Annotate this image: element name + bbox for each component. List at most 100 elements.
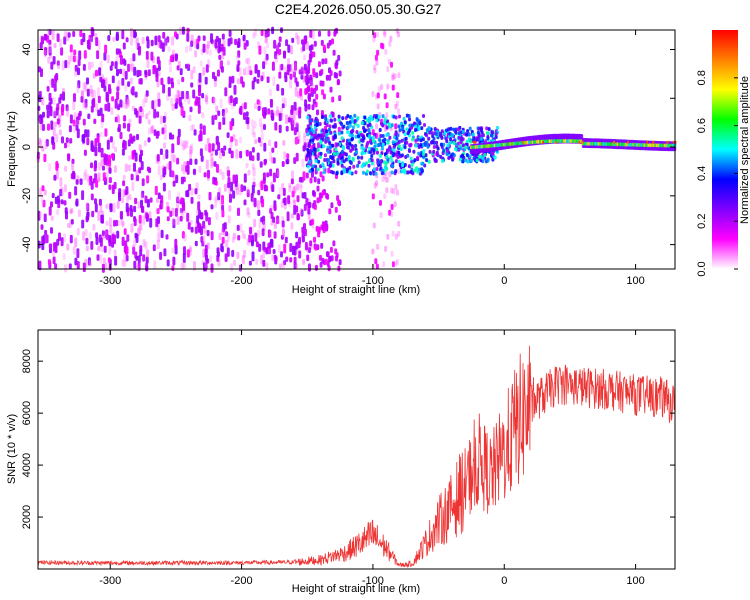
spectrogram-cell	[85, 237, 89, 245]
spectrogram-cell	[104, 262, 108, 270]
spectrogram-cell	[342, 169, 346, 174]
spectrogram-cell	[327, 167, 331, 174]
spectrogram-cell	[124, 163, 128, 173]
spectrogram-cell	[92, 89, 96, 100]
spectrogram-cell	[93, 118, 97, 124]
spectrogram-cell	[129, 64, 133, 71]
spectrogram-cell	[159, 251, 163, 261]
spectrogram-cell	[389, 35, 393, 42]
spectrogram-cell	[391, 230, 395, 237]
spectrogram-cell	[329, 155, 333, 159]
spectrogram-cell	[167, 46, 171, 52]
spectrogram-cell	[278, 71, 282, 79]
spectrogram-cell	[432, 136, 436, 141]
spectrogram-cell	[321, 175, 325, 182]
spectrogram-cell	[355, 130, 359, 134]
spectrogram-cell	[246, 238, 250, 246]
spectrogram-cell	[391, 261, 395, 268]
spectrogram-cell	[210, 161, 214, 169]
spectrogram-cell	[400, 121, 403, 126]
spectrogram-cell	[377, 86, 381, 92]
spectrogram-cell	[373, 32, 377, 39]
spectrogram-cell	[217, 192, 221, 201]
spectrogram-cell	[201, 241, 205, 247]
spectrogram-cell	[264, 34, 268, 44]
spectrogram-cell	[182, 261, 186, 270]
spectrogram-cell	[192, 66, 196, 74]
spectrogram-cell	[243, 112, 246, 121]
spectrogram-cell	[249, 151, 252, 161]
spectrogram-cell	[332, 135, 336, 140]
spectrogram-cell	[206, 258, 210, 264]
spectrogram-cell	[435, 132, 439, 136]
spectrogram-cell	[116, 201, 120, 209]
spectrogram-cell	[84, 229, 88, 237]
spectrogram-cell	[174, 31, 177, 38]
spectrogram-cell	[217, 110, 221, 117]
spectrogram-cell	[362, 147, 366, 152]
spectrogram-cell	[86, 39, 90, 50]
spectrogram-cell	[385, 125, 389, 130]
spectrogram-cell	[348, 120, 352, 125]
spectrogram-cell	[106, 54, 110, 64]
spectrogram-cell	[169, 66, 172, 73]
spectrogram-cell	[294, 86, 298, 97]
spectrogram-cell	[440, 129, 444, 134]
spectrogram-cell	[135, 255, 139, 261]
spectrogram-cell	[92, 72, 96, 79]
spectrogram-cell	[308, 156, 312, 161]
spectrogram-cell	[298, 176, 302, 183]
spectrogram-cell	[133, 218, 137, 227]
spectrogram-cell	[86, 77, 89, 85]
spectrogram-cell	[274, 141, 278, 148]
spectrogram-cell	[204, 144, 208, 152]
spectrogram-cell	[383, 193, 387, 200]
spectrogram-cell	[281, 228, 285, 238]
spectrogram-cell	[273, 231, 277, 239]
spectrogram-cell	[126, 196, 129, 203]
spectrogram-cell	[205, 44, 209, 55]
spectrogram-cell	[125, 94, 129, 105]
spectrogram-cell	[301, 158, 305, 168]
spectrogram-cell	[308, 263, 311, 272]
spectrogram-cell	[139, 106, 143, 113]
spectrogram-cell	[272, 157, 276, 164]
spectrogram-cell	[214, 39, 218, 49]
spectrogram-cell	[394, 260, 398, 267]
spectrogram-cell	[166, 216, 170, 222]
spectrogram-cell	[412, 149, 416, 154]
spectrogram-cell	[172, 154, 176, 163]
spectrogram-cell	[357, 134, 360, 139]
spectrogram-cell	[111, 140, 115, 149]
spectrogram-cell	[200, 155, 204, 162]
spectrogram-cell	[155, 208, 159, 214]
spectrogram-cell	[303, 35, 307, 45]
spectrogram-cell	[157, 192, 161, 200]
spectrogram-cell	[268, 88, 272, 97]
spectrogram-cell	[179, 215, 183, 222]
spectrogram-cell	[146, 199, 150, 208]
spectrogram-cell	[218, 232, 222, 241]
spectrogram-cell	[395, 100, 399, 107]
spectrogram-cell	[310, 132, 314, 137]
spectrogram-cell	[371, 248, 375, 255]
spectrogram-cell	[406, 131, 410, 136]
spectrogram-cell	[376, 49, 380, 56]
spectrogram-cell	[313, 40, 317, 47]
spectrogram-cell	[167, 87, 171, 97]
spectrogram-cell	[449, 137, 453, 142]
spectrogram-cell	[281, 229, 285, 238]
spectrogram-cell	[287, 58, 291, 66]
spectrogram-cell	[43, 213, 47, 223]
spectrogram-cell	[299, 183, 303, 189]
spectrogram-cell	[461, 153, 464, 158]
spectrogram-cell	[305, 41, 309, 50]
spectrogram-cell	[130, 37, 134, 46]
spectrogram-cell	[402, 116, 406, 121]
spectrogram-cell	[113, 181, 117, 190]
spectrogram-cell	[150, 126, 154, 134]
spectrogram-cell	[265, 185, 269, 192]
spectrogram-cell	[116, 86, 120, 92]
spectrogram-cell	[261, 228, 265, 237]
